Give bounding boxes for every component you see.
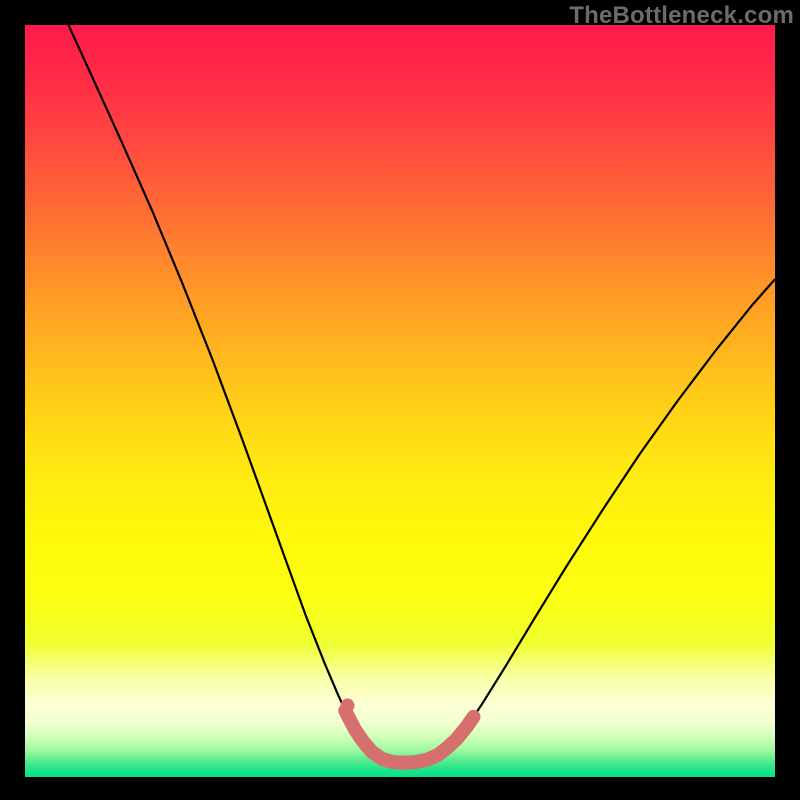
plot-area [25,25,775,777]
gradient-rect [25,25,775,777]
watermark-text: TheBottleneck.com [569,2,794,30]
stage: TheBottleneck.com [0,0,800,800]
valley-end-dot [341,699,355,713]
plot-svg [25,25,775,777]
